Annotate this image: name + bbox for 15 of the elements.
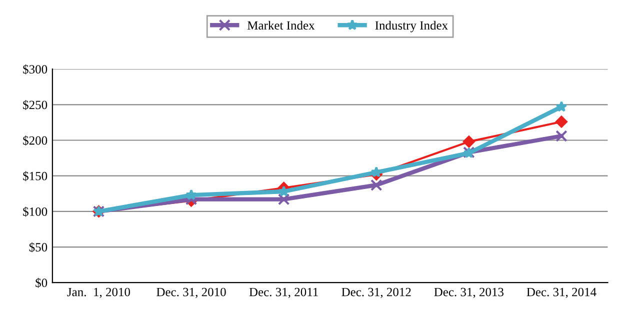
y-tick-label: $150 [23,171,48,182]
x-tick-label: Dec. 31, 2012 [342,288,411,298]
legend-label: Market Index [247,20,315,30]
x-tick-label: Dec. 31, 2014 [526,288,596,298]
legend-label: Industry Index [375,20,448,32]
x-tick-label: Dec. 31, 2011 [249,288,318,298]
x-tick-label: Dec. 31, 2010 [156,288,226,298]
y-tick-label: $0 [36,278,48,288]
x-tick-label: Dec. 31, 2013 [434,288,504,298]
y-tick-label: $200 [23,136,48,146]
y-tick-label: $300 [23,64,48,74]
y-tick-label: $250 [23,100,48,110]
x-tick-label: Jan. 1, 2010 [67,288,130,298]
y-tick-label: $50 [29,242,48,252]
y-tick-label: $100 [23,206,48,217]
